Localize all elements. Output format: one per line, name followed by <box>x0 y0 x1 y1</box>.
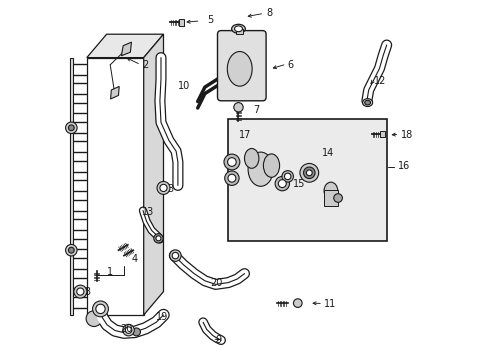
Circle shape <box>157 181 170 194</box>
Circle shape <box>227 174 235 182</box>
Bar <box>324 190 338 206</box>
Bar <box>379 131 384 137</box>
Circle shape <box>68 247 74 253</box>
Circle shape <box>275 176 289 191</box>
Text: 17: 17 <box>239 130 251 140</box>
Bar <box>179 19 184 26</box>
Circle shape <box>282 171 293 182</box>
Ellipse shape <box>362 99 372 107</box>
Circle shape <box>122 324 134 336</box>
Circle shape <box>306 170 311 176</box>
Circle shape <box>65 244 77 256</box>
Bar <box>69 58 73 315</box>
Text: 4: 4 <box>131 254 137 264</box>
Ellipse shape <box>227 51 252 86</box>
Text: 3: 3 <box>84 287 90 297</box>
Circle shape <box>172 252 178 259</box>
Bar <box>87 58 143 315</box>
Text: 19: 19 <box>156 312 168 322</box>
Circle shape <box>278 180 285 188</box>
Circle shape <box>86 311 102 327</box>
Circle shape <box>96 304 105 314</box>
Polygon shape <box>110 86 119 99</box>
Text: 7: 7 <box>253 105 259 115</box>
Circle shape <box>303 167 314 179</box>
Ellipse shape <box>247 152 273 186</box>
Text: 10: 10 <box>178 81 190 91</box>
Circle shape <box>293 299 302 307</box>
Text: 18: 18 <box>400 130 412 140</box>
Circle shape <box>68 125 74 131</box>
Circle shape <box>227 158 236 166</box>
Text: 9: 9 <box>215 335 222 345</box>
Bar <box>228 119 386 241</box>
Circle shape <box>125 327 132 333</box>
Ellipse shape <box>231 24 245 33</box>
Text: 5: 5 <box>206 15 212 25</box>
Circle shape <box>132 328 140 336</box>
Circle shape <box>299 163 318 182</box>
Circle shape <box>92 301 108 317</box>
Text: 3: 3 <box>167 184 173 194</box>
Text: 15: 15 <box>292 179 305 189</box>
Text: 13: 13 <box>142 207 154 217</box>
Text: 20: 20 <box>120 324 132 334</box>
Circle shape <box>333 194 342 202</box>
Ellipse shape <box>234 26 242 32</box>
Circle shape <box>153 234 163 243</box>
Circle shape <box>77 288 84 295</box>
Circle shape <box>224 171 239 185</box>
Polygon shape <box>143 34 163 315</box>
Circle shape <box>160 184 167 192</box>
Ellipse shape <box>324 182 337 199</box>
Ellipse shape <box>364 100 370 105</box>
Text: 2: 2 <box>142 60 148 70</box>
FancyBboxPatch shape <box>217 31 265 101</box>
Circle shape <box>233 103 243 112</box>
Text: 6: 6 <box>287 60 293 70</box>
Circle shape <box>284 173 290 180</box>
Bar <box>235 29 243 34</box>
Ellipse shape <box>263 154 279 177</box>
Text: 11: 11 <box>323 299 335 309</box>
Polygon shape <box>87 34 163 58</box>
Text: 8: 8 <box>265 8 272 18</box>
Text: 20: 20 <box>210 278 222 288</box>
Text: 1: 1 <box>107 267 113 277</box>
Circle shape <box>169 250 181 261</box>
Text: 16: 16 <box>397 161 409 171</box>
Polygon shape <box>121 42 131 56</box>
Circle shape <box>156 236 161 241</box>
Text: 14: 14 <box>321 148 333 158</box>
Text: 12: 12 <box>373 76 386 86</box>
Circle shape <box>65 122 77 134</box>
Circle shape <box>224 154 239 170</box>
Circle shape <box>74 285 87 298</box>
Ellipse shape <box>244 148 258 168</box>
